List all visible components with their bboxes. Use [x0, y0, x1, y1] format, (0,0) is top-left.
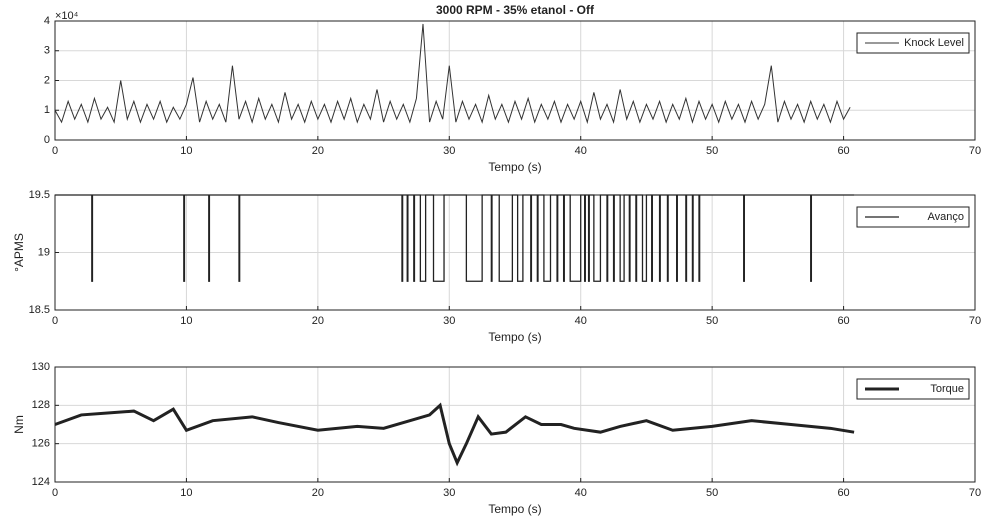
x-tick-label: 70 — [969, 315, 981, 327]
x-tick-label: 0 — [52, 487, 58, 499]
x-tick-label: 30 — [443, 487, 455, 499]
y-tick-label: 4 — [44, 15, 50, 27]
x-tick-label: 0 — [52, 145, 58, 157]
x-tick-label: 10 — [180, 315, 192, 327]
y-tick-label: 1 — [44, 104, 50, 116]
x-tick-label: 70 — [969, 145, 981, 157]
y-tick-label: 128 — [32, 399, 50, 411]
plot-frame — [54, 194, 976, 311]
x-tick-label: 50 — [706, 315, 718, 327]
x-axis-label: Tempo (s) — [488, 330, 541, 344]
x-tick-label: 60 — [837, 145, 849, 157]
legend-box — [856, 378, 970, 400]
x-tick-label: 40 — [575, 145, 587, 157]
legend-label: Knock Level — [904, 37, 964, 49]
plot-frame — [54, 366, 976, 483]
x-tick-label: 40 — [575, 315, 587, 327]
x-tick-label: 60 — [837, 315, 849, 327]
y-exponent-label: ×10⁴ — [55, 10, 79, 22]
y-tick-label: 126 — [32, 438, 50, 450]
y-tick-label: 3 — [44, 45, 50, 57]
y-tick-label: 124 — [32, 476, 50, 488]
y-tick-label: 130 — [32, 361, 50, 373]
y-tick-label: 19 — [38, 246, 50, 258]
y-axis-label: °APMS — [12, 233, 26, 272]
y-tick-label: 2 — [44, 74, 50, 86]
x-tick-label: 50 — [706, 145, 718, 157]
plot-frame — [54, 20, 976, 141]
x-tick-label: 50 — [706, 487, 718, 499]
y-tick-label: 19.5 — [29, 189, 50, 201]
legend-box — [856, 32, 970, 54]
legend-box — [856, 206, 970, 228]
x-axis-label: Tempo (s) — [488, 502, 541, 516]
x-tick-label: 10 — [180, 487, 192, 499]
x-tick-label: 40 — [575, 487, 587, 499]
x-tick-label: 30 — [443, 315, 455, 327]
x-tick-label: 20 — [312, 145, 324, 157]
x-tick-label: 10 — [180, 145, 192, 157]
data-line — [54, 402, 855, 467]
x-tick-label: 20 — [312, 487, 324, 499]
x-tick-label: 70 — [969, 487, 981, 499]
chart-title: 3000 RPM - 35% etanol - Off — [436, 3, 595, 17]
legend-label: Avanço — [928, 211, 965, 223]
x-axis-label: Tempo (s) — [488, 160, 541, 174]
y-axis-label: Nm — [12, 415, 26, 434]
x-tick-label: 20 — [312, 315, 324, 327]
x-tick-label: 0 — [52, 315, 58, 327]
x-tick-label: 60 — [837, 487, 849, 499]
y-tick-label: 0 — [44, 134, 50, 146]
x-tick-label: 30 — [443, 145, 455, 157]
legend-label: Torque — [930, 383, 964, 395]
y-tick-label: 18.5 — [29, 304, 50, 316]
data-line — [54, 23, 851, 125]
